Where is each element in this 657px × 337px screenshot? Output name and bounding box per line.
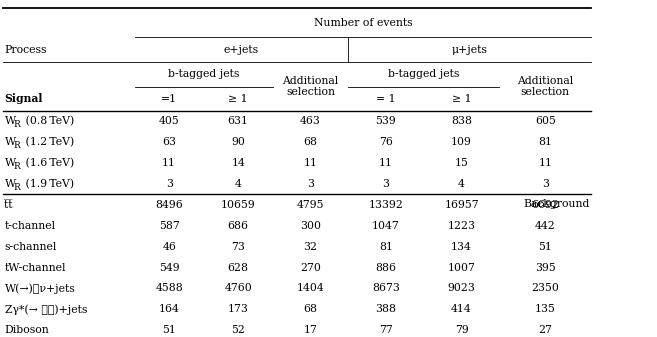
Text: 79: 79 [455,325,468,335]
Text: 3: 3 [307,179,314,189]
Text: 405: 405 [159,116,179,126]
Text: Additional
selection: Additional selection [517,76,574,97]
Text: 81: 81 [379,242,393,252]
Text: 17: 17 [304,325,317,335]
Text: 686: 686 [228,221,248,231]
Text: (1.6 TeV): (1.6 TeV) [22,158,74,168]
Text: 9023: 9023 [447,283,476,294]
Text: R: R [13,120,20,129]
Text: 32: 32 [304,242,317,252]
Text: 886: 886 [376,263,396,273]
Text: 13392: 13392 [369,200,403,210]
Text: Additional
selection: Additional selection [283,76,338,97]
Text: 4760: 4760 [224,283,252,294]
Text: 8496: 8496 [155,200,183,210]
Text: = 1: = 1 [376,94,396,104]
Text: 46: 46 [162,242,176,252]
Text: 3: 3 [166,179,173,189]
Text: 388: 388 [376,304,396,314]
Text: Zγ*(→ ℓℓ)+jets: Zγ*(→ ℓℓ)+jets [5,304,87,315]
Text: 539: 539 [376,116,396,126]
Text: ≥ 1: ≥ 1 [452,94,471,104]
Text: 11: 11 [538,158,553,168]
Text: 164: 164 [159,304,179,314]
Text: Number of events: Number of events [313,18,413,28]
Text: 395: 395 [535,263,556,273]
Text: 51: 51 [538,242,553,252]
Text: 1047: 1047 [372,221,400,231]
Text: 838: 838 [451,116,472,126]
Text: 414: 414 [451,304,472,314]
Text: W(→)ℓν+jets: W(→)ℓν+jets [5,283,76,294]
Text: W: W [5,158,16,168]
Text: 4: 4 [235,179,242,189]
Text: Signal: Signal [5,93,43,104]
Text: 90: 90 [231,137,245,147]
Text: 15: 15 [455,158,468,168]
Text: 109: 109 [451,137,472,147]
Text: W: W [5,179,16,189]
Text: 6692: 6692 [532,200,559,210]
Text: 11: 11 [162,158,176,168]
Text: μ+jets: μ+jets [452,45,487,55]
Text: 300: 300 [300,221,321,231]
Text: 11: 11 [304,158,317,168]
Text: 1007: 1007 [447,263,476,273]
Text: R: R [13,183,20,191]
Text: 68: 68 [304,137,317,147]
Text: 4795: 4795 [297,200,324,210]
Text: 549: 549 [159,263,179,273]
Text: 631: 631 [228,116,248,126]
Text: 11: 11 [379,158,393,168]
Text: 587: 587 [159,221,179,231]
Text: W: W [5,137,16,147]
Text: R: R [13,141,20,150]
Text: 628: 628 [228,263,248,273]
Text: 463: 463 [300,116,321,126]
Text: Diboson: Diboson [5,325,49,335]
Text: 76: 76 [379,137,393,147]
Text: t̅t̅: t̅t̅ [5,200,13,210]
Text: 14: 14 [231,158,245,168]
Text: Process: Process [5,45,47,55]
Text: 27: 27 [538,325,553,335]
Text: tW-channel: tW-channel [5,263,66,273]
Text: 73: 73 [231,242,245,252]
Text: 3: 3 [542,179,549,189]
Text: (1.2 TeV): (1.2 TeV) [22,137,74,147]
Text: s-channel: s-channel [5,242,57,252]
Text: 4: 4 [458,179,465,189]
Text: R: R [13,162,20,171]
Text: 77: 77 [379,325,393,335]
Text: 63: 63 [162,137,176,147]
Text: 4588: 4588 [155,283,183,294]
Text: W: W [5,116,16,126]
Text: Background: Background [524,199,590,209]
Text: 605: 605 [535,116,556,126]
Text: =1: =1 [161,94,177,104]
Text: 135: 135 [535,304,556,314]
Text: 8673: 8673 [372,283,400,294]
Text: 52: 52 [231,325,245,335]
Text: b-tagged jets: b-tagged jets [388,69,459,80]
Text: 16957: 16957 [444,200,479,210]
Text: b-tagged jets: b-tagged jets [168,69,239,80]
Text: 442: 442 [535,221,556,231]
Text: 1404: 1404 [296,283,325,294]
Text: 1223: 1223 [447,221,476,231]
Text: (1.9 TeV): (1.9 TeV) [22,179,74,189]
Text: 2350: 2350 [532,283,559,294]
Text: e+jets: e+jets [224,45,259,55]
Text: 270: 270 [300,263,321,273]
Text: 10659: 10659 [221,200,256,210]
Text: 3: 3 [382,179,390,189]
Text: 173: 173 [228,304,248,314]
Text: 68: 68 [304,304,317,314]
Text: 81: 81 [538,137,553,147]
Text: ≥ 1: ≥ 1 [229,94,248,104]
Text: t-channel: t-channel [5,221,56,231]
Text: (0.8 TeV): (0.8 TeV) [22,116,74,126]
Text: 51: 51 [162,325,176,335]
Text: 134: 134 [451,242,472,252]
